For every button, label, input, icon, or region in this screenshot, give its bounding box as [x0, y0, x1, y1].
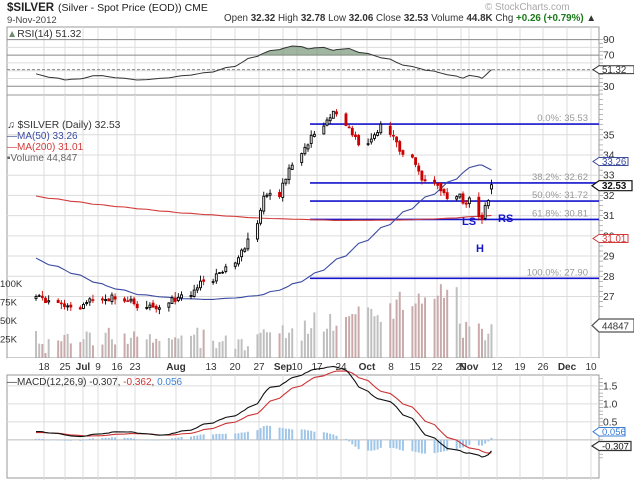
svg-text:31.01: 31.01	[602, 234, 626, 245]
svg-text:25: 25	[59, 362, 71, 373]
svg-text:18: 18	[38, 362, 50, 373]
svg-text:Open 32.32 High 32.78 Low 32: Open 32.32 High 32.78 Low 32.06 Close 32…	[224, 13, 596, 24]
svg-text:50.0%: 31.72: 50.0%: 31.72	[532, 190, 588, 201]
svg-text:35: 35	[603, 130, 615, 141]
svg-text:70: 70	[603, 51, 615, 62]
svg-text:0.0%: 35.53: 0.0%: 35.53	[537, 113, 588, 124]
svg-text:▪Volume 44,847: ▪Volume 44,847	[7, 153, 78, 164]
svg-text:20: 20	[229, 362, 241, 373]
svg-text:29: 29	[603, 252, 615, 263]
svg-text:32.53: 32.53	[602, 181, 627, 192]
svg-text:100K: 100K	[0, 279, 23, 290]
svg-text:9-Nov-2012: 9-Nov-2012	[7, 15, 57, 26]
svg-text:0.056: 0.056	[602, 427, 626, 438]
svg-text:Dec: Dec	[558, 362, 577, 373]
svg-text:38.2%: 32.62: 38.2%: 32.62	[532, 172, 588, 183]
svg-text:♫ $SILVER (Daily) 32.53: ♫ $SILVER (Daily) 32.53	[7, 120, 121, 131]
svg-text:9: 9	[95, 362, 101, 373]
svg-text:27: 27	[603, 292, 615, 303]
svg-text:—MA(200) 31.01: —MA(200) 31.01	[7, 142, 84, 153]
svg-text:19: 19	[514, 362, 526, 373]
svg-text:RS: RS	[498, 213, 513, 225]
svg-text:33.26: 33.26	[602, 157, 626, 168]
svg-text:Aug: Aug	[166, 362, 185, 373]
svg-text:75K: 75K	[0, 297, 18, 308]
svg-text:(Silver - Spot Price (EOD)) CM: (Silver - Spot Price (EOD)) CME	[58, 2, 208, 14]
svg-text:25K: 25K	[0, 334, 18, 345]
svg-text:Oct: Oct	[359, 362, 376, 373]
svg-text:27: 27	[253, 362, 265, 373]
svg-text:—MACD(12,26,9) -0.307, -0.362,: —MACD(12,26,9) -0.307, -0.362, 0.056	[7, 377, 183, 388]
svg-text:H: H	[476, 243, 484, 255]
svg-text:44847: 44847	[602, 322, 629, 333]
svg-text:90: 90	[603, 35, 615, 46]
svg-text:8: 8	[388, 362, 394, 373]
svg-text:Sep: Sep	[274, 362, 292, 373]
svg-text:13: 13	[205, 362, 217, 373]
svg-text:1.0: 1.0	[603, 399, 618, 410]
svg-text:16: 16	[111, 362, 123, 373]
svg-text:12: 12	[491, 362, 503, 373]
svg-text:15: 15	[409, 362, 421, 373]
svg-text:51.32: 51.32	[602, 65, 626, 76]
svg-text:© StockCharts.com: © StockCharts.com	[485, 2, 570, 13]
svg-text:17: 17	[311, 362, 323, 373]
svg-text:▲RSI(14) 51.32: ▲RSI(14) 51.32	[7, 29, 82, 40]
svg-text:61.8%: 30.81: 61.8%: 30.81	[532, 208, 588, 219]
svg-text:32: 32	[603, 191, 615, 202]
svg-text:28: 28	[603, 272, 615, 283]
svg-text:—MA(50) 33.26: —MA(50) 33.26	[7, 131, 78, 142]
svg-text:30: 30	[603, 82, 615, 93]
svg-text:26: 26	[537, 362, 549, 373]
svg-text:100.0%: 27.90: 100.0%: 27.90	[527, 267, 588, 278]
svg-text:Jul: Jul	[76, 362, 91, 373]
svg-text:31: 31	[603, 211, 615, 222]
svg-text:LS: LS	[462, 216, 476, 228]
svg-text:50K: 50K	[0, 316, 18, 327]
svg-text:1.5: 1.5	[603, 381, 618, 392]
svg-text:10: 10	[585, 362, 597, 373]
svg-text:10: 10	[291, 362, 303, 373]
svg-text:-0.307: -0.307	[602, 442, 629, 453]
svg-text:23: 23	[129, 362, 141, 373]
svg-text:$SILVER: $SILVER	[7, 2, 55, 14]
svg-text:Nov: Nov	[460, 362, 479, 373]
svg-text:22: 22	[431, 362, 443, 373]
